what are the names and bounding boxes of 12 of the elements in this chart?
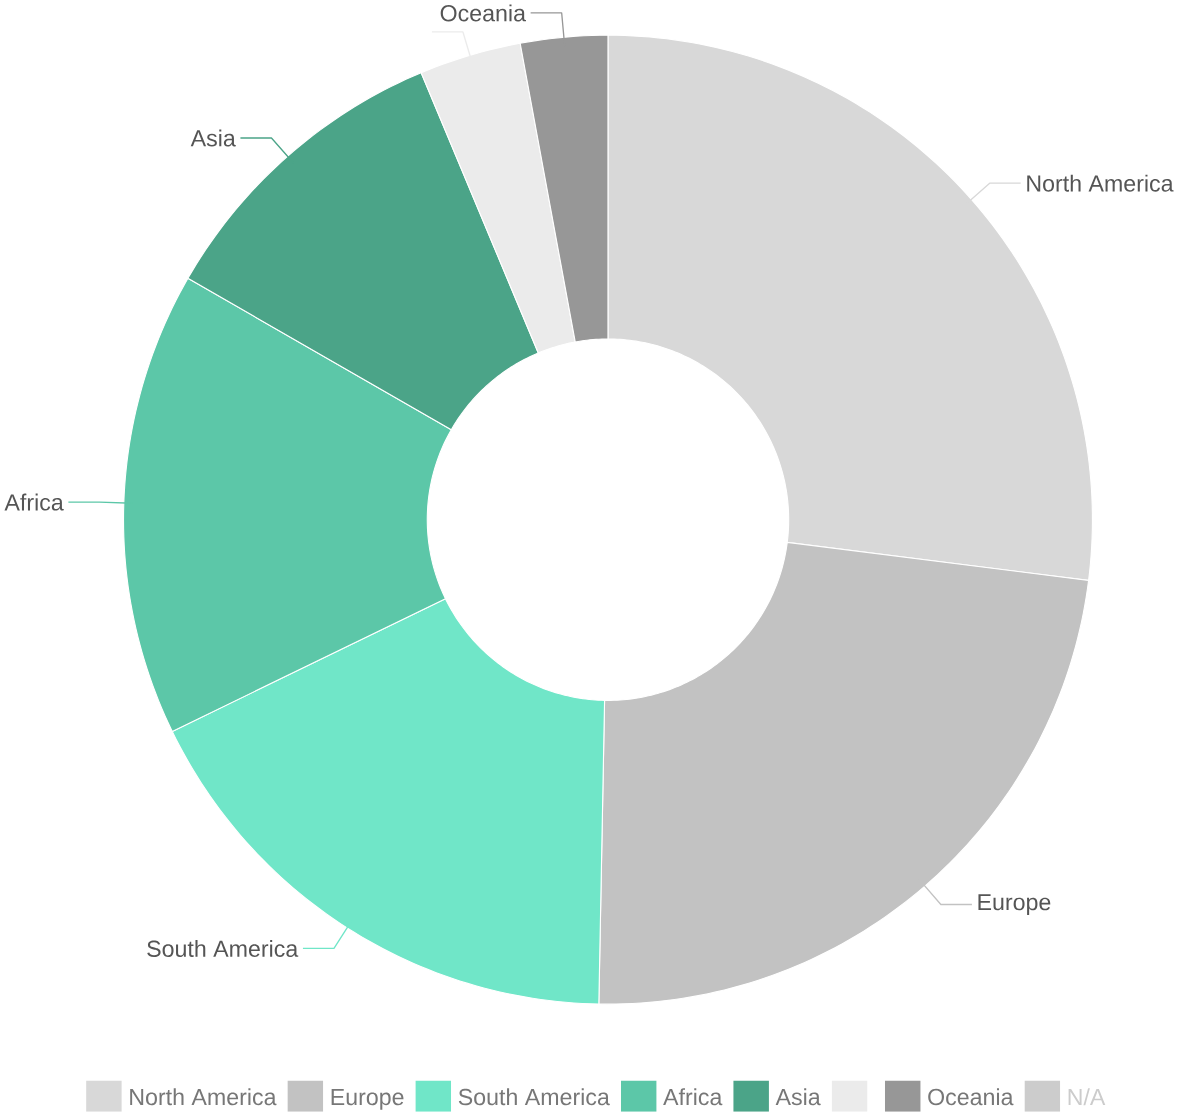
legend-label: Asia bbox=[775, 1088, 821, 1106]
slice-label: Africa bbox=[4, 493, 64, 511]
legend-label: Africa bbox=[663, 1088, 723, 1106]
legend-label: North America bbox=[130, 1088, 277, 1106]
slice-label: South America bbox=[147, 940, 299, 958]
slice-label: Oceania bbox=[440, 4, 526, 22]
slice-label: North America bbox=[1027, 174, 1174, 192]
slice-label: Europe bbox=[978, 894, 1051, 916]
slice-label: Asia bbox=[190, 129, 236, 147]
legend-label: Europe bbox=[331, 1089, 404, 1110]
legend-label: South America bbox=[458, 1088, 610, 1106]
legend-label: Oceania bbox=[928, 1088, 1014, 1106]
